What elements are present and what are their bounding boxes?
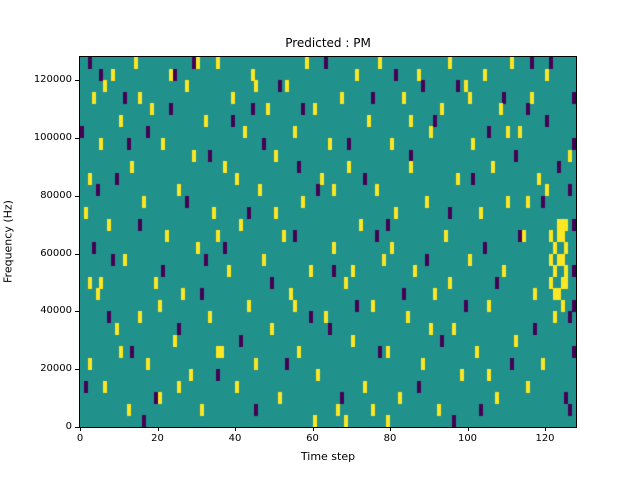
y-tick-mark — [75, 137, 79, 139]
y-tick-label: 0 — [65, 421, 72, 432]
x-axis-label: Time step — [300, 450, 356, 463]
x-tick-label: 120 — [535, 433, 555, 444]
x-tick-mark — [390, 427, 391, 431]
x-tick-mark — [545, 427, 546, 431]
y-tick-label: 60000 — [40, 247, 72, 259]
y-tick-mark — [75, 195, 79, 197]
x-tick-mark — [235, 427, 236, 431]
x-tick-label: 20 — [151, 433, 164, 444]
y-tick-mark — [75, 427, 79, 428]
x-tick-mark — [467, 427, 469, 431]
x-tick-label: 100 — [457, 433, 478, 444]
y-tick-mark — [75, 253, 79, 255]
chart-title: Predicted : PM — [285, 36, 371, 50]
y-tick-label: 40000 — [40, 305, 72, 317]
x-tick-label: 80 — [383, 433, 397, 444]
x-tick-label: 60 — [306, 433, 319, 444]
y-tick-mark — [75, 311, 79, 313]
x-tick-label: 0 — [76, 433, 84, 444]
y-tick-mark — [75, 80, 79, 82]
plot-frame — [79, 56, 577, 428]
heatmap-canvas — [80, 57, 576, 427]
y-tick-label: 100000 — [33, 131, 72, 143]
x-tick-mark — [80, 427, 81, 431]
x-tick-mark — [312, 427, 314, 431]
x-tick-label: 40 — [228, 433, 242, 444]
x-tick-mark — [157, 427, 159, 431]
y-tick-mark — [75, 369, 79, 371]
y-tick-label: 80000 — [40, 189, 72, 201]
y-tick-label: 20000 — [40, 363, 72, 375]
y-tick-label: 120000 — [33, 74, 72, 86]
